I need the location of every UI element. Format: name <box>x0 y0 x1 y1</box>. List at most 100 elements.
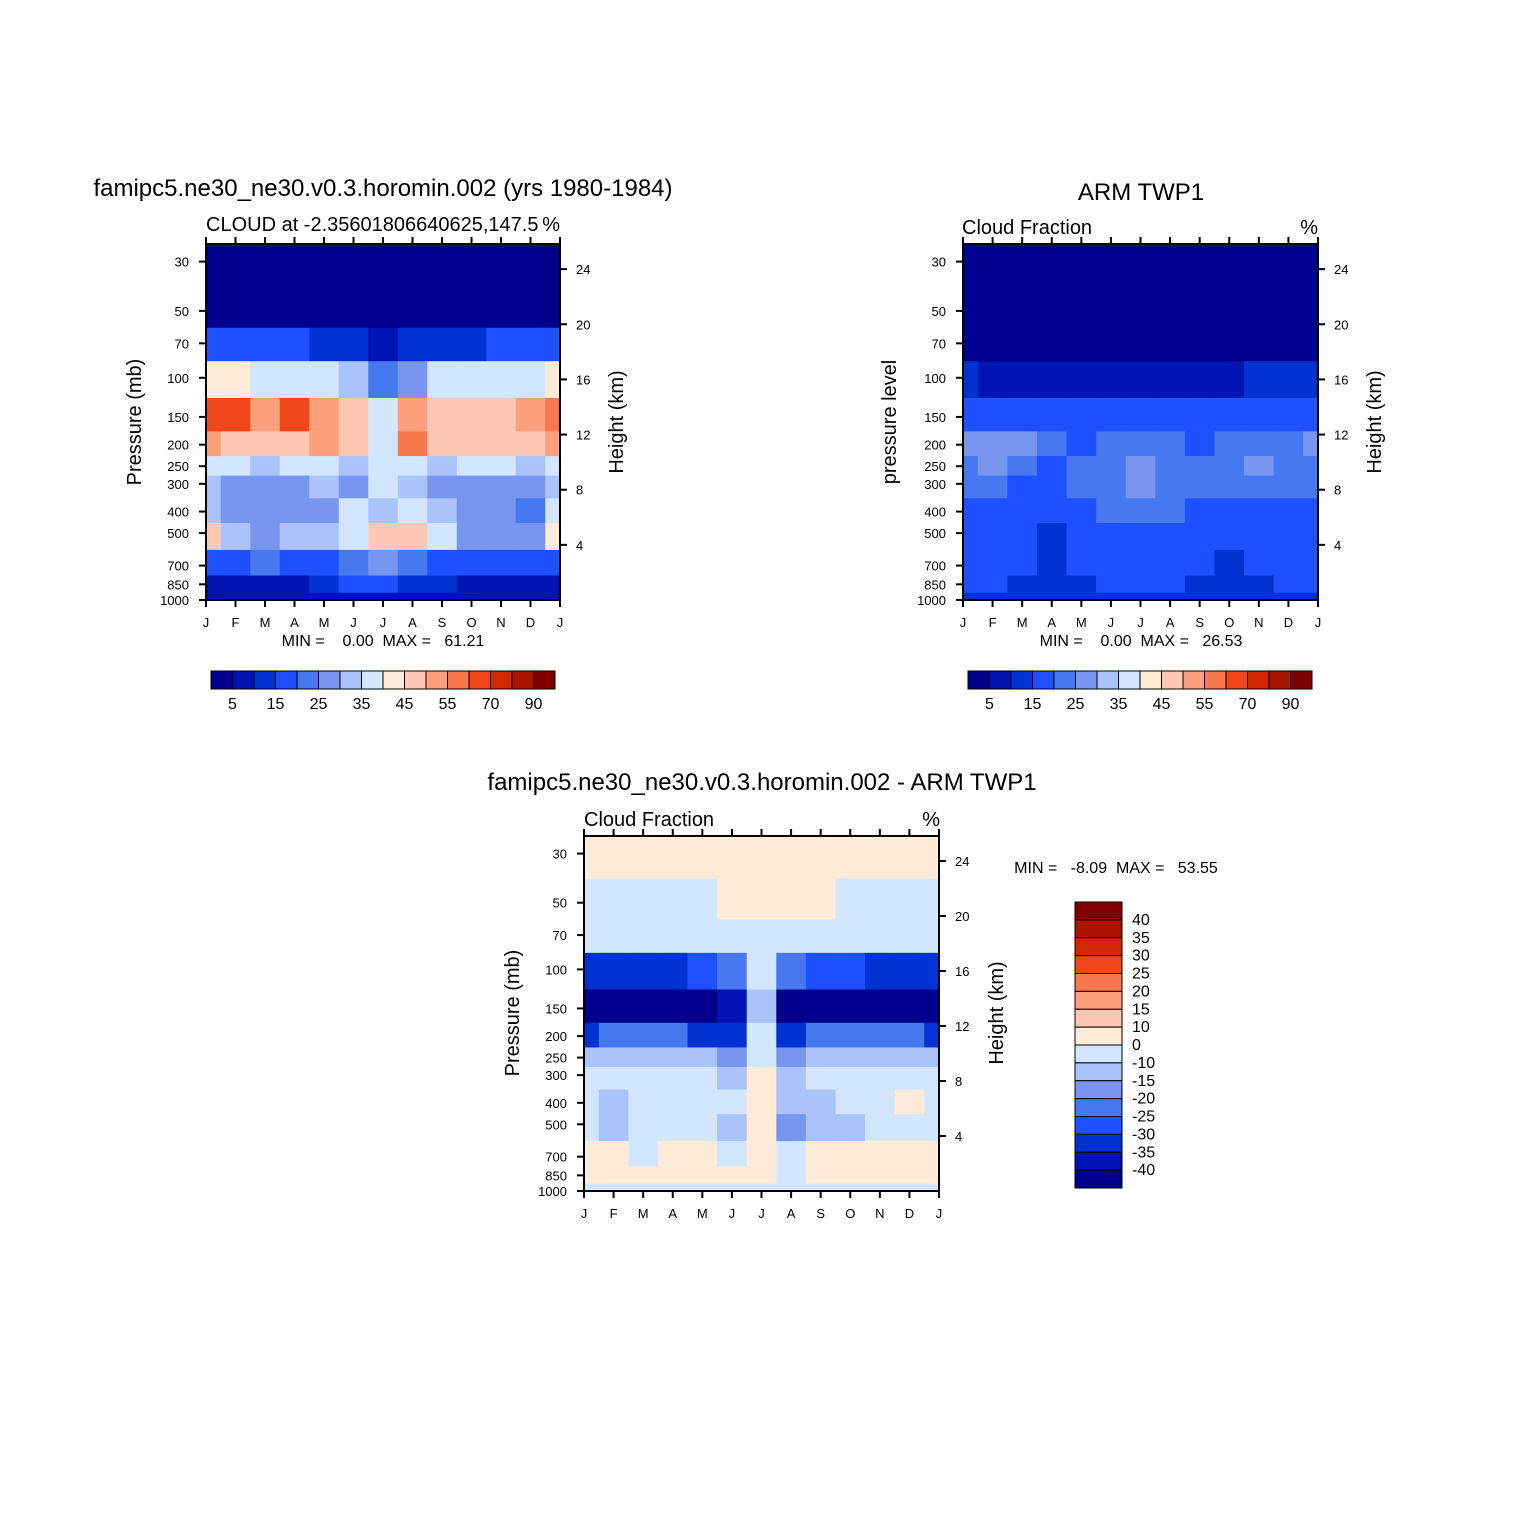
heatmap-cell <box>279 475 310 499</box>
heatmap-cell <box>717 988 748 1023</box>
heatmap-cell <box>250 549 281 576</box>
heatmap-cell <box>835 988 866 1023</box>
heatmap-cell <box>1214 360 1245 398</box>
heatmap-cell <box>628 918 659 953</box>
heatmap-cell <box>1303 574 1319 593</box>
heatmap-cell <box>250 497 281 523</box>
heatmap-cell <box>338 475 369 499</box>
heatmap-cell <box>776 1088 807 1115</box>
colorbar-label: 15 <box>1132 1001 1150 1018</box>
heatmap-cell <box>717 1166 748 1184</box>
heatmap-cell <box>746 1166 777 1184</box>
heatmap-cell <box>1066 497 1097 523</box>
heatmap-cell <box>220 455 251 476</box>
heatmap-cell <box>1155 430 1186 457</box>
heatmap-cell <box>515 574 546 593</box>
heatmap-cell <box>584 952 600 990</box>
heatmap-cell <box>1244 455 1275 476</box>
heatmap-cell <box>894 836 925 879</box>
heatmap-cell <box>1125 430 1156 457</box>
colorbar-swatch <box>533 670 556 690</box>
x-tick-label: M <box>1076 615 1087 630</box>
heatmap-cell <box>1244 574 1275 593</box>
heatmap-cell <box>1244 475 1275 499</box>
heatmap-cell <box>368 430 399 457</box>
heatmap-cell <box>657 952 689 990</box>
heatmap-cell <box>279 430 310 457</box>
heatmap-cell <box>486 327 517 362</box>
y-tick-label: 70 <box>553 928 567 943</box>
heatmap-cell <box>924 1022 940 1048</box>
heatmap-cell <box>427 360 458 398</box>
heatmap-cell <box>1155 497 1186 523</box>
heatmap-cell <box>338 397 369 432</box>
heatmap-cell <box>1066 360 1097 398</box>
heatmap-cell <box>628 988 659 1023</box>
heatmap-cell <box>657 1140 689 1167</box>
heatmap-cell <box>1007 522 1038 550</box>
heatmap-cell <box>1214 397 1245 432</box>
heatmap-cell <box>1244 430 1275 457</box>
colorbar-swatch <box>1074 973 1123 992</box>
heatmap-cell <box>657 1046 689 1067</box>
y-right-tick-label: 24 <box>955 854 969 869</box>
heatmap-cell <box>206 397 222 432</box>
heatmap-cell <box>1066 286 1097 328</box>
heatmap-cell <box>657 836 689 879</box>
heatmap-cell <box>1066 455 1097 476</box>
heatmap-cell <box>515 244 546 287</box>
panel-title: famipc5.ne30_ne30.v0.3.horomin.002 - ARM… <box>487 769 1036 796</box>
y-axis-right-label: Height (km) <box>986 961 1008 1064</box>
heatmap-cell <box>1244 360 1275 398</box>
heatmap-cell <box>598 1022 629 1048</box>
heatmap-cell <box>894 1088 925 1115</box>
heatmap-cell <box>628 1113 659 1142</box>
heatmap-cell <box>1007 327 1038 362</box>
colorbar-swatch <box>1074 1008 1123 1028</box>
heatmap-cell <box>397 497 428 523</box>
heatmap-cell <box>397 522 428 550</box>
heatmap-cell <box>776 1166 807 1184</box>
heatmap-cell <box>1125 244 1156 287</box>
y-tick-label: 70 <box>175 336 189 351</box>
y-tick-label: 700 <box>545 1150 567 1165</box>
heatmap-cell <box>924 1066 940 1090</box>
heatmap-cell <box>427 397 458 432</box>
heatmap-cell <box>687 1088 718 1115</box>
heatmap-cell <box>1155 549 1186 576</box>
heatmap-cell <box>206 549 222 576</box>
colorbar-swatch <box>1074 901 1123 921</box>
heatmap-cell <box>776 1022 807 1048</box>
colorbar-swatch <box>1074 919 1123 939</box>
panel-title: famipc5.ne30_ne30.v0.3.horomin.002 (yrs … <box>93 175 672 202</box>
y-tick-label: 500 <box>545 1117 567 1132</box>
heatmap-cell <box>894 1113 925 1142</box>
heatmap-cell <box>309 244 340 287</box>
heatmap-cell <box>687 1066 718 1090</box>
heatmap-cell <box>1096 397 1127 432</box>
heatmap-cell <box>1155 574 1186 593</box>
y-right-tick-label: 16 <box>1334 372 1348 387</box>
colorbar-swatch <box>1290 670 1313 690</box>
heatmap-cell <box>250 455 281 476</box>
heatmap-cell <box>456 549 487 576</box>
heatmap-cell <box>427 327 458 362</box>
heatmap-cell <box>924 1166 940 1184</box>
heatmap-cell <box>1155 455 1186 476</box>
colorbar-swatch <box>490 670 513 690</box>
heatmap-cell <box>545 592 561 601</box>
heatmap-cell <box>545 286 561 328</box>
colorbar-swatch <box>210 670 233 690</box>
heatmap-cell <box>746 1183 777 1192</box>
y-right-tick-label: 12 <box>955 1019 969 1034</box>
heatmap-cell <box>584 1183 600 1192</box>
y-axis-label: pressure level <box>879 360 901 485</box>
heatmap-cell <box>486 497 517 523</box>
heatmap-cell <box>835 1066 866 1090</box>
heatmap-cell <box>687 1166 718 1184</box>
heatmap-cell <box>206 244 222 287</box>
heatmap-cell <box>1303 286 1319 328</box>
heatmap-cell <box>368 475 399 499</box>
heatmap-cell <box>805 1140 837 1167</box>
heatmap-cell <box>598 1140 629 1167</box>
